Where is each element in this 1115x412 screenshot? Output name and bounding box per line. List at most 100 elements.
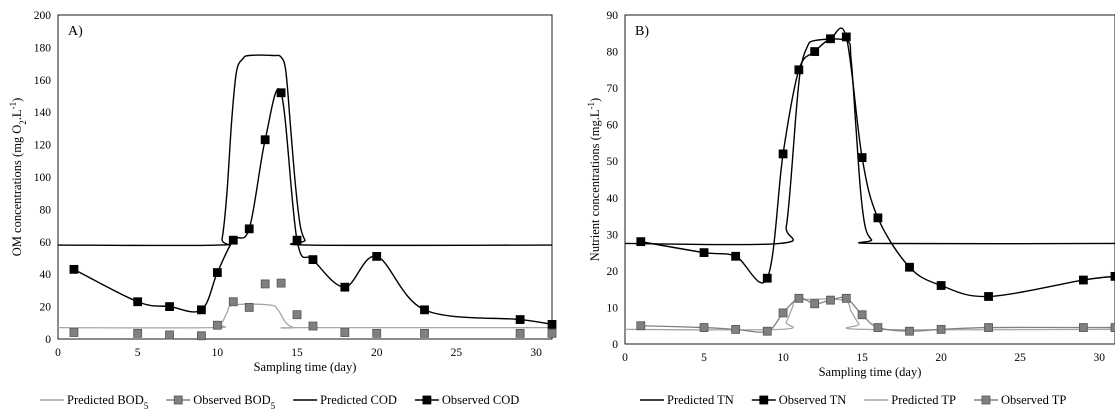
y-tick-label: 90 xyxy=(607,10,619,22)
x-tick-label: 25 xyxy=(451,347,463,359)
data-point-obs-tn xyxy=(731,251,741,261)
data-point-obs-bod xyxy=(165,330,174,340)
legend-swatch-marker xyxy=(981,395,991,405)
data-point-obs-tn xyxy=(984,292,993,301)
legend-label: Observed TP xyxy=(1001,393,1066,407)
series-line-obs-tp xyxy=(640,296,1115,333)
data-point-obs-cod xyxy=(308,255,318,265)
data-point-obs-tp xyxy=(841,293,851,303)
data-point-obs-bod xyxy=(212,320,222,330)
x-tick-label: 20 xyxy=(371,347,383,359)
y-tick-label: 60 xyxy=(40,237,52,249)
data-point-obs-tp xyxy=(857,310,867,320)
x-tick-label: 25 xyxy=(1014,352,1026,364)
y-tick-label: 140 xyxy=(34,107,52,119)
legend-label: Observed COD xyxy=(442,393,519,407)
y-tick-label: 40 xyxy=(607,193,619,205)
data-point-obs-tp xyxy=(936,324,946,334)
x-axis-title: Sampling time (day) xyxy=(819,365,922,379)
x-tick-label: 10 xyxy=(777,352,789,364)
series-line-pred-cod xyxy=(58,54,552,247)
y-tick-label: 0 xyxy=(45,334,51,346)
data-point-obs-tp xyxy=(1110,323,1115,332)
data-point-obs-bod xyxy=(420,328,429,338)
x-tick-label: 0 xyxy=(622,352,628,364)
legend-label: Predicted BOD5 xyxy=(67,393,149,411)
y-tick-label: 80 xyxy=(607,47,619,59)
legend-panel-a: Predicted BOD5 Observed BOD5 Predicted COD… xyxy=(40,393,519,411)
data-point-obs-tn xyxy=(905,262,914,272)
legend-item-pred-bod: Predicted BOD5 xyxy=(40,393,149,411)
x-tick-label: 20 xyxy=(935,352,947,364)
data-point-obs-tn xyxy=(810,47,820,56)
legend-label: Observed TN xyxy=(779,393,846,407)
data-point-obs-cod xyxy=(133,297,143,307)
data-point-obs-tp xyxy=(873,323,883,332)
data-point-obs-tp xyxy=(826,295,835,305)
x-tick-label: 5 xyxy=(701,352,707,364)
series-line-pred-bod xyxy=(58,303,552,329)
legend-item-obs-tp: Observed TP xyxy=(973,393,1066,407)
legend-item-obs-tn: Observed TN xyxy=(751,393,846,407)
data-point-obs-tp xyxy=(778,308,788,318)
y-tick-label: 200 xyxy=(34,10,52,22)
data-point-obs-tp xyxy=(636,321,646,331)
legend-label: Observed BOD5 xyxy=(193,393,275,411)
data-point-obs-cod xyxy=(212,268,222,277)
data-point-obs-bod xyxy=(69,328,79,337)
y-tick-label: 70 xyxy=(607,83,619,95)
y-tick-label: 160 xyxy=(34,75,52,87)
data-point-obs-tn xyxy=(1078,275,1088,285)
x-tick-label: 15 xyxy=(291,347,303,359)
data-point-obs-cod xyxy=(244,224,254,234)
data-point-obs-cod xyxy=(228,235,238,245)
data-point-obs-bod xyxy=(515,328,525,338)
data-point-obs-bod xyxy=(197,331,206,341)
data-point-obs-tp xyxy=(984,323,993,332)
x-tick-label: 0 xyxy=(55,347,61,359)
data-point-obs-bod xyxy=(228,297,238,307)
y-tick-label: 20 xyxy=(40,302,52,314)
y-tick-label: 30 xyxy=(607,229,619,241)
data-point-obs-tp xyxy=(905,326,914,336)
y-tick-label: 50 xyxy=(607,156,619,168)
plot-frame xyxy=(57,14,553,340)
x-tick-label: 30 xyxy=(530,347,542,359)
chart-panel-b: 0 10 20 30 40 50 60 70 80 90 0 5 10 15 20 25 30 Sampling … xyxy=(586,10,1115,379)
y-axis-title: Nutrient concentrations (mg.L-1) xyxy=(586,98,602,261)
data-point-obs-cod xyxy=(260,135,270,145)
legend-swatch-marker xyxy=(422,395,432,405)
data-point-obs-tn xyxy=(699,248,709,258)
legend-item-obs-cod: Observed COD xyxy=(414,393,519,407)
y-tick-label: 20 xyxy=(607,266,619,278)
legend-swatch-marker xyxy=(759,395,769,405)
y-tick-label: 0 xyxy=(612,339,618,351)
data-point-obs-cod xyxy=(276,88,286,98)
data-point-obs-cod xyxy=(165,302,174,312)
data-point-obs-cod xyxy=(515,315,525,324)
y-tick-label: 10 xyxy=(607,302,619,314)
x-tick-label: 30 xyxy=(1093,352,1105,364)
series-line-pred-tn xyxy=(625,38,1115,246)
data-point-obs-cod xyxy=(197,305,206,315)
data-point-obs-tn xyxy=(1110,271,1115,281)
data-point-obs-cod xyxy=(69,264,79,274)
data-point-obs-tn xyxy=(636,237,646,247)
data-point-obs-tn xyxy=(778,149,788,159)
legend-item-pred-tp: Predicted TP xyxy=(864,393,956,407)
y-tick-label: 120 xyxy=(34,140,52,152)
data-point-obs-tp xyxy=(1078,323,1088,332)
data-point-obs-tn xyxy=(857,153,867,162)
legend-label: Predicted TN xyxy=(667,393,734,407)
data-point-obs-cod xyxy=(340,282,350,292)
legend-swatch-marker xyxy=(173,395,183,405)
data-point-obs-tn xyxy=(826,34,835,44)
y-axis-title: OM concentrations (mg O2.L-1) xyxy=(8,98,28,257)
data-point-obs-tp xyxy=(794,293,804,303)
data-point-obs-tn xyxy=(873,213,883,223)
y-tick-label: 100 xyxy=(34,172,52,184)
data-point-obs-tp xyxy=(762,326,772,336)
data-point-obs-bod xyxy=(260,279,270,289)
data-point-obs-tp xyxy=(731,324,741,334)
panel-label: A) xyxy=(68,24,83,39)
